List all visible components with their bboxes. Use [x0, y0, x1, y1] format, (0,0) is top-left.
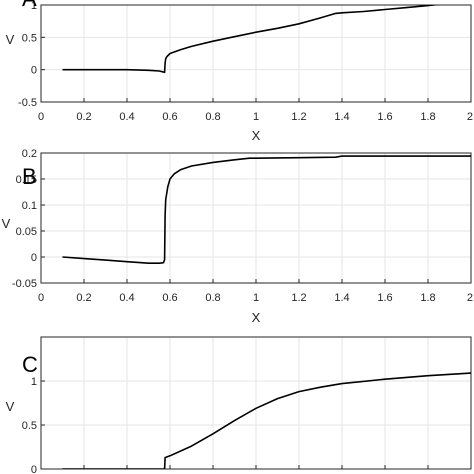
x-tick-label: 0.4 [119, 292, 134, 304]
x-axis-label: X [252, 128, 261, 143]
x-tick-label: 1.8 [420, 292, 435, 304]
x-tick-label: 0.8 [205, 111, 220, 123]
x-tick-label: 0.6 [162, 292, 177, 304]
y-tick-label: 0.5 [22, 420, 37, 432]
y-tick-label: -0.05 [12, 278, 37, 290]
panel-a: 00.20.40.60.811.21.41.61.82-0.500.51XVA [6, 0, 473, 143]
x-tick-label: 1.8 [420, 111, 435, 123]
y-tick-label: -0.5 [18, 97, 37, 109]
y-axis-label: V [6, 399, 15, 414]
y-tick-label: 0.1 [22, 200, 37, 212]
y-tick-label: 0.05 [16, 226, 37, 238]
y-tick-label: 0.2 [22, 148, 37, 160]
y-tick-label: 0 [31, 464, 37, 474]
y-tick-label: 1 [31, 376, 37, 388]
y-tick-label: 0.5 [22, 32, 37, 44]
panel-letter: B [22, 164, 37, 189]
panel-b: 0 0.2 0.4 0.6 0.8 1 1.2 1.4 1.6 1.8 2-0.0500.050.1… [2, 148, 473, 325]
x-tick-label: 1.2 [291, 111, 306, 123]
panel-c: 0 0.5 1 V C [6, 336, 472, 474]
panel-letter: C [22, 352, 38, 377]
series-line [62, 372, 471, 469]
x-tick-label: 0.6 [162, 111, 177, 123]
x-tick-label: 1 [253, 111, 259, 123]
x-tick-label: 1.6 [377, 292, 392, 304]
x-tick-label: 1.4 [334, 292, 349, 304]
x-tick-label: 0.2 [76, 292, 91, 304]
series-line [62, 5, 441, 74]
x-tick-label: 0.8 [205, 292, 220, 304]
x-tick-label: 1.6 [377, 111, 392, 123]
x-tick-label: 2 [467, 111, 473, 123]
x-tick-label: 0.2 [76, 111, 91, 123]
y-axis-label: V [6, 32, 15, 47]
panel-letter: A [22, 0, 37, 11]
x-tick-label: 0 [38, 292, 44, 304]
y-axis-label: V [2, 216, 11, 231]
x-axis-label: X [252, 310, 261, 325]
x-tick-label: 1.4 [334, 111, 349, 123]
x-tick-label: 1.2 [291, 292, 306, 304]
y-tick-label: 0 [31, 252, 37, 264]
x-tick-label: 0 [38, 111, 44, 123]
y-tick-label: 1 [31, 0, 37, 12]
y-tick-label: 0.15 [16, 174, 37, 186]
x-tick-label: 2 [467, 292, 473, 304]
series-line [62, 155, 471, 265]
x-tick-label: 0.4 [119, 111, 134, 123]
x-tick-label: 1 [253, 292, 259, 304]
y-tick-label: 0 [31, 65, 37, 77]
